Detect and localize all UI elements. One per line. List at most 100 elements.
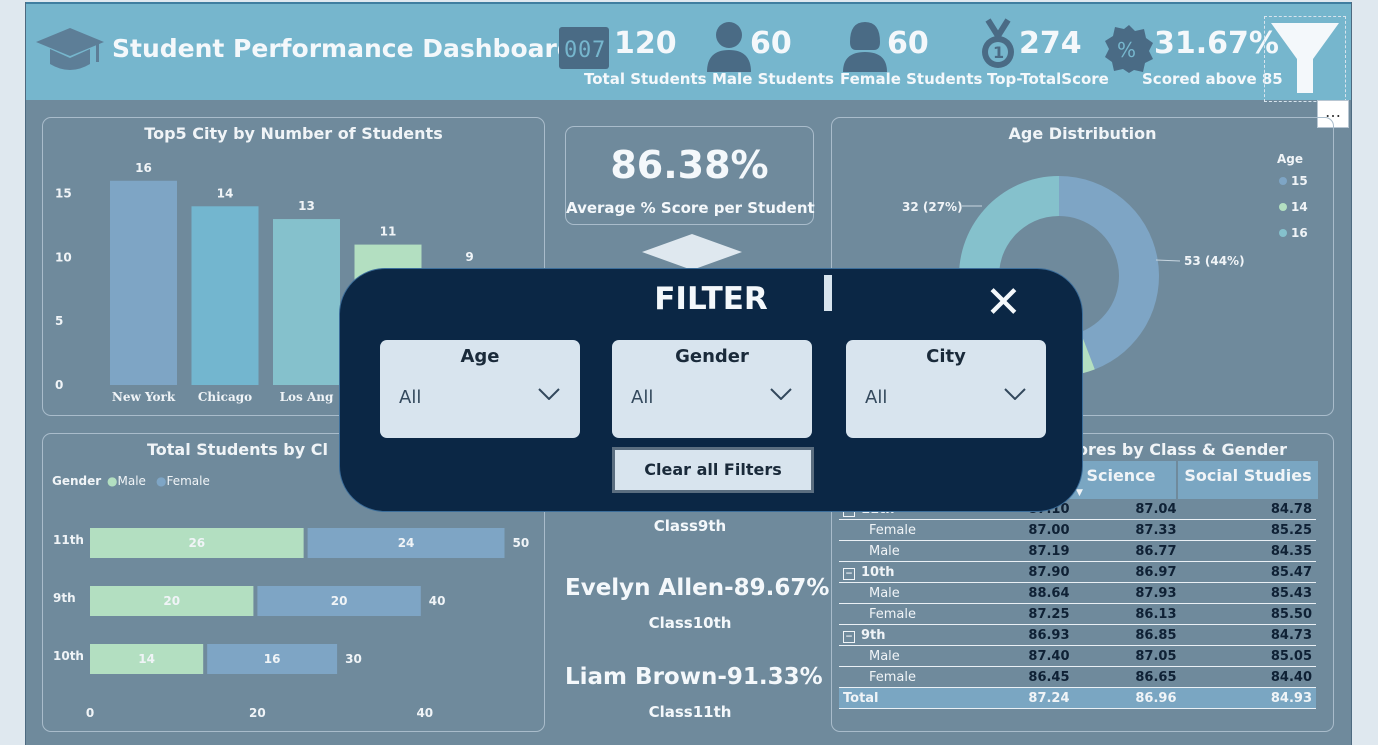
class-bar-segment xyxy=(90,644,204,674)
x-tick-label: Los Ang xyxy=(280,390,334,404)
row-label: Male xyxy=(869,585,900,601)
y-tick-label: 0 xyxy=(55,378,63,392)
bar-value-label: 13 xyxy=(298,199,315,213)
table-cell: 86.96 xyxy=(1073,687,1181,709)
legend-female: ●Female xyxy=(156,474,210,488)
row-label: Male xyxy=(869,543,900,559)
table-cell: 86.97 xyxy=(1073,561,1181,583)
table-cell: 87.40 xyxy=(966,645,1074,667)
row-label: Female xyxy=(869,669,917,685)
age-dropdown-value[interactable]: All xyxy=(399,387,422,408)
female-user-icon xyxy=(843,22,887,72)
x-tick-label: 40 xyxy=(416,706,433,720)
kpi-above85-value: 31.67% xyxy=(1154,26,1279,61)
y-tick-label: 9th xyxy=(53,591,76,605)
age-dropdown[interactable]: Age All xyxy=(380,340,580,438)
city-dropdown-value[interactable]: All xyxy=(865,387,888,408)
table-cell: 87.05 xyxy=(1073,645,1181,667)
donut-slice xyxy=(1059,176,1159,370)
class-bar-segment xyxy=(257,586,421,616)
table-total-row: Total 87.24 86.96 84.93 xyxy=(839,687,1316,709)
row-label-cell: Female xyxy=(839,666,967,688)
x-tick-label: Chicago xyxy=(198,390,252,404)
row-label: 10th xyxy=(861,564,895,580)
row-label: 9th xyxy=(861,627,886,643)
city-bar xyxy=(191,206,259,385)
x-tick-label: New York xyxy=(112,390,176,404)
bar-value-label: 9 xyxy=(465,250,473,264)
table-row: Female 86.45 86.65 84.40 xyxy=(839,666,1316,688)
gender-dropdown[interactable]: Gender All xyxy=(612,340,812,438)
table-row: Male 87.40 87.05 85.05 xyxy=(839,645,1316,667)
class-legend-title: Gender xyxy=(52,474,102,488)
svg-text:0: 0 xyxy=(564,38,577,63)
avg-score-value: 86.38% xyxy=(610,143,769,187)
y-tick-label: 15 xyxy=(55,187,72,201)
table-cell: 86.45 xyxy=(966,666,1074,688)
clear-filters-button[interactable]: Clear all Filters xyxy=(612,447,814,493)
topper-name-2: Evelyn Allen-89.67% xyxy=(565,575,830,601)
svg-text:%: % xyxy=(1117,38,1136,62)
avg-score-label: Average % Score per Student xyxy=(566,199,815,217)
legend-female-label: Female xyxy=(166,474,210,488)
total-label: 30 xyxy=(345,652,362,666)
score-table-title: Scores by Class & Gender xyxy=(1056,440,1288,459)
class-bar-chart: 11th 26 24 50 9th 20 20 40 10th 14 16 30 0 20 40 xyxy=(53,528,529,720)
segment-value-label: 24 xyxy=(398,536,415,550)
percent-badge-icon: % xyxy=(1105,25,1153,73)
svg-text:7: 7 xyxy=(592,38,605,63)
city-dropdown[interactable]: City All xyxy=(846,340,1046,438)
column-header-science[interactable]: Science xyxy=(1066,461,1176,499)
table-row: −10th 87.90 86.97 85.47 xyxy=(839,561,1316,583)
row-label-cell[interactable]: −10th xyxy=(839,561,967,583)
report-canvas: Student Performance Dashboard 0 0 7 120 … xyxy=(25,2,1352,745)
segment-value-label: 20 xyxy=(163,594,180,608)
table-cell: 86.93 xyxy=(966,624,1074,646)
dashboard-title: Student Performance Dashboard xyxy=(112,34,575,63)
filter-modal: FILTER ✕ Age All Gender All City All Cle… xyxy=(339,268,1083,512)
chevron-down-icon[interactable] xyxy=(770,388,792,400)
x-tick-label: 0 xyxy=(86,706,94,720)
kpi-above85-label: Scored above 85 xyxy=(1142,70,1283,88)
row-label: Female xyxy=(869,606,917,622)
bar-value-label: 14 xyxy=(217,186,234,200)
gender-dropdown-value[interactable]: All xyxy=(631,387,654,408)
scroll-handle[interactable] xyxy=(824,275,832,311)
kpi-total-students-label: Total Students xyxy=(584,70,707,88)
legend-male-label: Male xyxy=(117,474,146,488)
table-cell: 84.78 xyxy=(1180,499,1316,520)
table-cell: 86.85 xyxy=(1073,624,1181,646)
topper-name-3: Liam Brown-91.33% xyxy=(565,664,823,690)
svg-text:0: 0 xyxy=(578,38,591,63)
segment-value-label: 14 xyxy=(138,652,155,666)
funnel-icon xyxy=(1271,23,1339,93)
bar-value-label: 11 xyxy=(380,225,397,239)
score-table: −11th87.1087.0484.78Female87.0087.3385.2… xyxy=(839,499,1316,709)
topper-class-3: Class11th xyxy=(648,703,732,721)
chevron-down-icon[interactable] xyxy=(538,388,560,400)
x-tick-label: 20 xyxy=(249,706,266,720)
legend-marker xyxy=(1279,229,1287,237)
header-bar: Student Performance Dashboard 0 0 7 120 … xyxy=(26,2,1351,102)
collapse-icon[interactable]: − xyxy=(843,630,855,643)
medal-icon: 1 xyxy=(982,18,1014,68)
counter-icon: 0 0 7 xyxy=(559,27,609,69)
kpi-top-score-value: 274 xyxy=(1019,26,1082,61)
legend-label: 15 xyxy=(1291,174,1308,188)
chevron-down-icon[interactable] xyxy=(1004,388,1026,400)
segment-value-label: 20 xyxy=(331,594,348,608)
row-label-cell[interactable]: −9th xyxy=(839,624,967,646)
filter-modal-title: FILTER xyxy=(654,281,768,317)
avg-score-card: 86.38% Average % Score per Student xyxy=(565,126,815,225)
graduation-cap-icon xyxy=(642,234,742,270)
filter-toggle-button[interactable] xyxy=(1264,16,1346,102)
kpi-male-value: 60 xyxy=(750,26,792,61)
city-bar xyxy=(110,180,177,385)
column-header-social-studies[interactable]: Social Studies xyxy=(1178,461,1318,499)
age-chart-title: Age Distribution xyxy=(1008,124,1157,143)
male-user-icon xyxy=(707,22,751,72)
slice-annotation: 53 (44%) xyxy=(1184,254,1245,268)
close-icon[interactable]: ✕ xyxy=(985,277,1022,328)
kpi-male-label: Male Students xyxy=(712,70,834,88)
collapse-icon[interactable]: − xyxy=(843,567,855,580)
